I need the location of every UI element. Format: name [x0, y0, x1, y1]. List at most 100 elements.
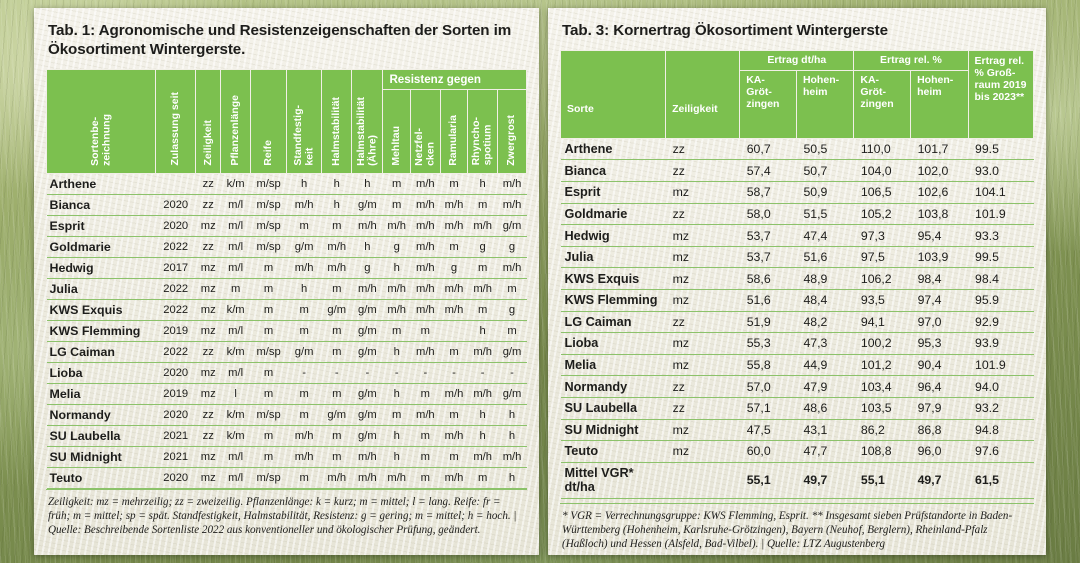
cell-2: mz [195, 467, 221, 489]
cell-12: - [497, 362, 527, 384]
table-row: LG Caiman 2022 zz k/m m/sp g/m m g/m h m/h m m/h g/m [46, 341, 527, 363]
cell-5: 103,9 [910, 246, 968, 269]
cell-12: m/h [497, 446, 527, 468]
table-row: LG Caiman zz 51,9 48,2 94,1 97,0 92.9 [560, 311, 1034, 334]
cell-3: m/l [220, 467, 251, 489]
cell-7: g/m [351, 320, 383, 342]
total-cell-1 [665, 462, 740, 499]
cell-6: 101.9 [968, 354, 1034, 377]
cell-7: g/m [351, 194, 383, 216]
cell-2: mz [195, 320, 221, 342]
cell-6: m [321, 278, 352, 300]
th-hohenheim-rel: Hohen- heim [910, 69, 969, 139]
cell-3: 48,4 [796, 289, 854, 312]
cell-5: 102,0 [910, 159, 968, 183]
cell-6: m [321, 341, 352, 363]
variety-name: Normandy [46, 404, 156, 426]
cell-7: m/h [351, 446, 383, 468]
cell-5: 96,0 [910, 440, 968, 463]
table-row: Bianca zz 57,4 50,7 104,0 102,0 93.0 [560, 159, 1034, 183]
cell-3: m [220, 278, 251, 300]
cell-4: m [250, 299, 287, 321]
cell-5: m [286, 299, 322, 321]
cell-4: m [250, 257, 287, 279]
cell-5: 98,4 [910, 267, 968, 290]
cell-12: m [497, 320, 527, 342]
th-zwergrost: Zwergrost [497, 88, 527, 174]
cell-6: 95.9 [968, 289, 1034, 312]
cell-11: m [467, 194, 498, 216]
variety-name: Teuto [46, 467, 156, 489]
cell-10: m/h [440, 383, 468, 405]
variety-name: SU Midnight [560, 419, 666, 442]
cell-4: m/sp [250, 341, 287, 363]
cell-10: g [440, 257, 468, 279]
cell-5: 103,8 [910, 203, 968, 226]
th-ertrag-rel-grossraum: Ertrag rel. % Groß- raum 2019 bis 2023** [967, 49, 1034, 139]
cell-11: m/h [467, 341, 498, 363]
cell-4: m/sp [250, 215, 287, 237]
cell-1: 2019 [155, 383, 196, 405]
table-row: Teuto 2020 mz m/l m/sp m m/h m/h m/h m m/h m h [46, 467, 527, 489]
cell-1: zz [665, 138, 740, 161]
cell-6: m/h [321, 257, 352, 279]
cell-9: m/h [410, 278, 441, 300]
cell-2: zz [195, 425, 221, 447]
cell-4: 103,4 [853, 375, 911, 398]
cell-9: m [410, 320, 441, 342]
cell-6: 97.6 [968, 440, 1034, 463]
cell-1: zz [665, 203, 740, 226]
cell-10: m [440, 173, 468, 195]
cell-3: 50,7 [796, 159, 854, 183]
cell-6: 101.9 [968, 203, 1034, 226]
th-ka-groetzingen-rel: KA-Gröt- zingen [853, 69, 912, 139]
table-row: SU Midnight mz 47,5 43,1 86,2 86,8 94.8 [560, 419, 1034, 442]
cell-8: h [382, 425, 411, 447]
cell-5: m/h [286, 425, 322, 447]
variety-name: Arthene [46, 173, 156, 195]
cell-6: 93.9 [968, 332, 1034, 355]
cell-3: m/l [220, 194, 251, 216]
th-ka-groetzingen-dt: KA-Gröt- zingen [739, 69, 797, 139]
cell-8: m/h [382, 215, 411, 237]
cell-5: m [286, 215, 322, 237]
th-pflanzenlaenge: Pflanzenlänge [220, 68, 252, 174]
cell-4: m [250, 362, 287, 384]
cell-6: m/h [321, 236, 352, 258]
cell-2: 58,0 [739, 203, 797, 226]
cell-8: - [382, 362, 411, 384]
cell-12: g/m [497, 215, 527, 237]
cell-10 [440, 320, 468, 342]
total-cell-5: 49,7 [910, 462, 968, 499]
cell-4: 100,2 [853, 332, 911, 355]
table-row: SU Laubella 2021 zz k/m m m/h m g/m h m m/h h h [46, 425, 527, 447]
cell-5: m/h [286, 446, 322, 468]
table-row: Goldmarie 2022 zz m/l m/sp g/m m/h h g m/h m g g [46, 236, 527, 258]
total-cell-3: 49,7 [796, 462, 854, 499]
cell-2: 51,9 [739, 311, 797, 334]
cell-5: m [286, 404, 322, 426]
th-sortenbezeichnung: Sortenbe- zeichnung [45, 68, 157, 174]
cell-1: 2020 [155, 404, 196, 426]
cell-11: h [467, 404, 498, 426]
cell-12: g/m [497, 341, 527, 363]
cell-5: m/h [286, 194, 322, 216]
cell-6: m [321, 383, 352, 405]
cell-4: m/sp [250, 467, 287, 489]
cell-5: 95,3 [910, 332, 968, 355]
variety-name: Lioba [560, 332, 666, 355]
cell-2: mz [195, 257, 221, 279]
th-reife: Reife [250, 68, 288, 174]
table-row: Bianca 2020 zz m/l m/sp m/h h g/m m m/h m/h m m/h [46, 194, 527, 216]
variety-name: Hedwig [560, 224, 666, 247]
variety-name: SU Laubella [560, 397, 666, 420]
th-ramularia: Ramularia [439, 88, 469, 174]
table1-title: Tab. 1: Agronomische und Resistenzeigens… [48, 22, 512, 58]
cell-1: 2019 [155, 320, 196, 342]
table-row: Melia 2019 mz l m m m g/m h m m/h m/h g/m [46, 383, 527, 405]
table-row: Hedwig 2017 mz m/l m m/h m/h g h m/h g m m/h [46, 257, 527, 279]
cell-11: g [467, 236, 498, 258]
total-cell-6: 61,5 [968, 462, 1034, 499]
cell-8: h [382, 341, 411, 363]
cell-5: g/m [286, 236, 322, 258]
